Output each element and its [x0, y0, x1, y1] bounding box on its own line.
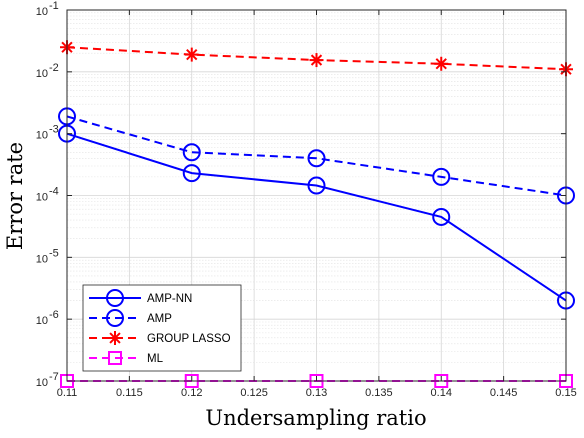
- x-tick-label: 0.115: [116, 387, 143, 399]
- x-tick-label: 0.12: [181, 387, 202, 399]
- y-tick-label: 10: [36, 377, 48, 389]
- x-tick-label: 0.125: [240, 387, 268, 399]
- y-tick-label: 10: [36, 315, 48, 327]
- x-tick-label: 0.145: [490, 387, 518, 399]
- marker-asterisk-stroke: [310, 54, 323, 66]
- y-tick-exponent: -4: [49, 186, 59, 198]
- legend-label: ML: [147, 353, 164, 365]
- x-tick-label: 0.14: [431, 387, 452, 399]
- y-tick-label: 10: [36, 6, 48, 18]
- marker-circle: [106, 309, 124, 327]
- x-tick-label: 0.11: [57, 387, 78, 399]
- y-tick-label: 10: [36, 253, 48, 265]
- y-tick-exponent: -5: [49, 247, 59, 259]
- marker-circle: [106, 289, 124, 307]
- y-tick-label: 10: [36, 130, 48, 142]
- marker-asterisk-stroke: [109, 332, 121, 344]
- y-tick-exponent: -1: [49, 0, 59, 12]
- y-tick-exponent: -7: [49, 371, 59, 383]
- marker-asterisk-stroke: [435, 58, 447, 70]
- ticks: 0.11 0.115 0.12 0.125 0.13 0.135 0.14 0.145 0.15…: [36, 0, 577, 399]
- legend-label: GROUP LASSO: [147, 333, 231, 345]
- y-tick-exponent: -2: [49, 62, 59, 74]
- y-tick-exponent: -3: [49, 124, 59, 136]
- marker-asterisk-stroke: [186, 48, 198, 61]
- x-tick-label: 0.135: [365, 387, 393, 399]
- marker-circle: [432, 207, 451, 226]
- y-tick-label: 10: [36, 192, 48, 204]
- x-tick-label: 0.13: [306, 387, 327, 399]
- legend-entry: ML: [89, 351, 164, 365]
- marker-circle: [432, 167, 451, 186]
- legend-label: AMP: [147, 313, 172, 325]
- y-tick-label: 10: [36, 68, 48, 80]
- series-line: [66, 115, 567, 197]
- series-group-lasso: [60, 40, 573, 77]
- marker-circle: [182, 164, 201, 183]
- series-amp-nn: [58, 124, 575, 310]
- marker-circle: [307, 149, 326, 168]
- marker-circle: [182, 143, 201, 162]
- legend-entry: AMP-NN: [89, 289, 192, 307]
- marker-circle: [307, 176, 326, 195]
- legend-entry: AMP: [89, 309, 172, 327]
- legend-entry: GROUP LASSO: [89, 331, 231, 345]
- marker-square: [108, 351, 122, 365]
- legend: AMP-NN AMP GROUP LASSO ML: [82, 284, 242, 372]
- x-axis-label: Undersampling ratio: [205, 406, 426, 430]
- series-line: [66, 132, 567, 302]
- legend-label: AMP-NN: [147, 293, 192, 305]
- y-axis-label: Error rate: [3, 142, 27, 250]
- y-tick-exponent: -6: [49, 309, 59, 321]
- x-tick-label: 0.15: [555, 387, 576, 399]
